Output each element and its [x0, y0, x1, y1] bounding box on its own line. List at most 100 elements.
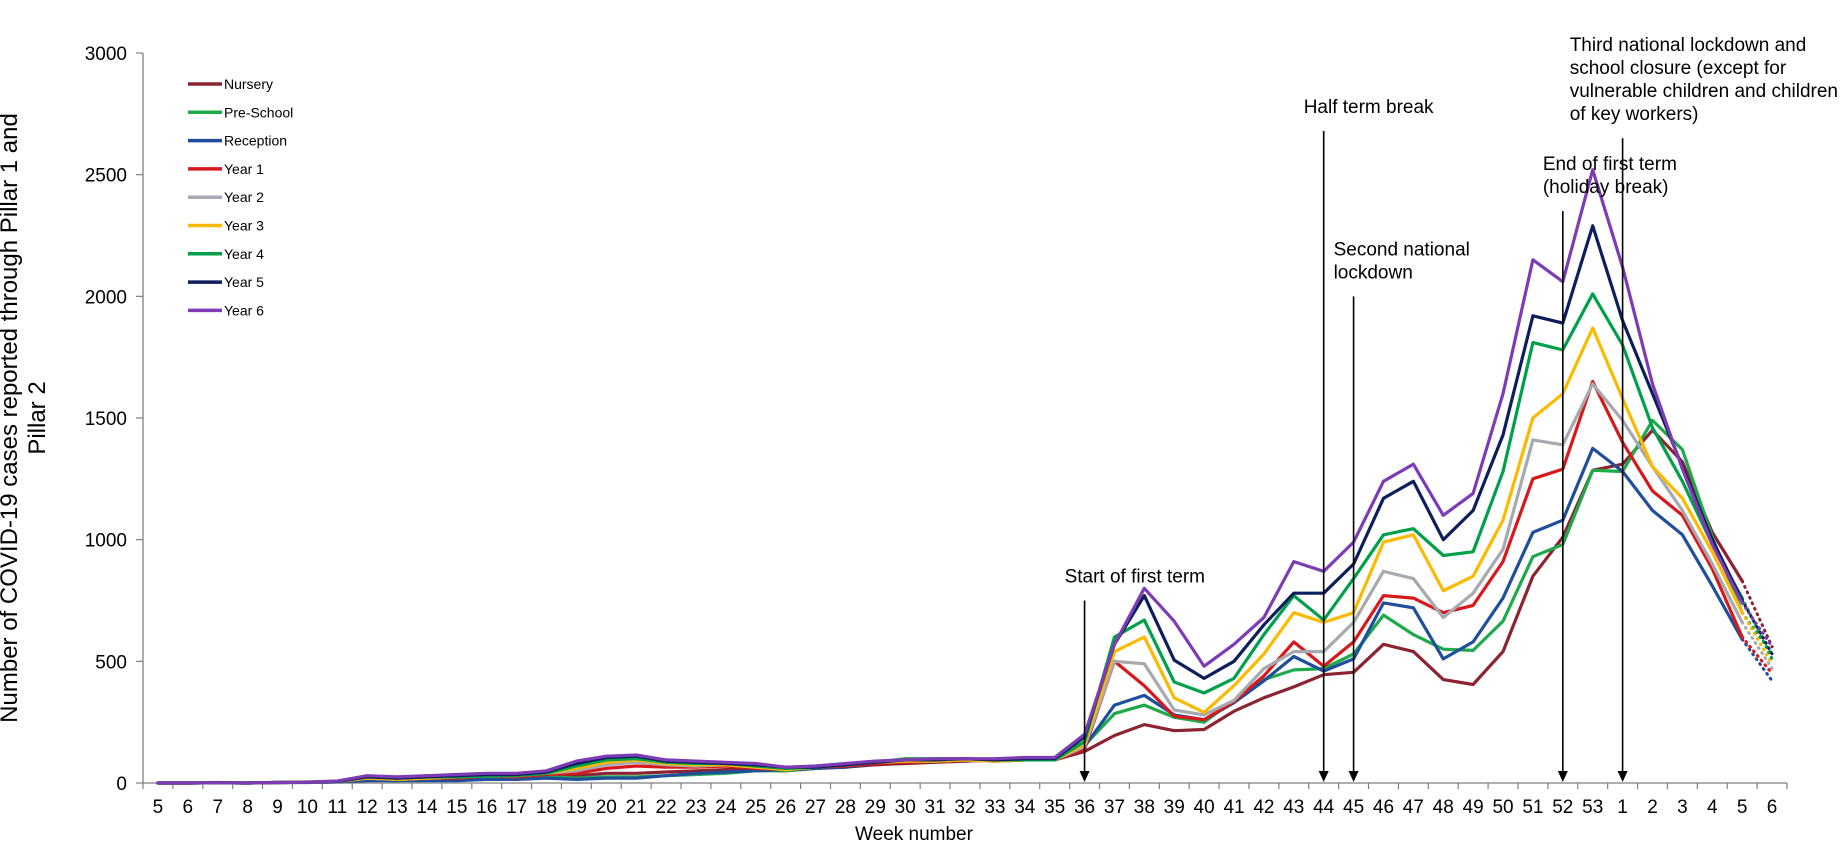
- y-axis-title-line: Number of COVID-19 cases reported throug…: [0, 113, 23, 723]
- x-tick-label: 41: [1223, 797, 1244, 818]
- x-tick-label: 7: [212, 797, 223, 818]
- x-tick-label: 25: [745, 797, 766, 818]
- series-line-year-1: [156, 379, 1744, 785]
- x-tick-label: 34: [1014, 797, 1036, 818]
- y-tick-label: 500: [95, 652, 127, 673]
- x-tick-label: 49: [1463, 797, 1484, 818]
- y-tick-label: 1500: [85, 409, 127, 430]
- x-tick-label: 23: [685, 797, 706, 818]
- x-tick-label: 45: [1343, 797, 1364, 818]
- annotation-arrowhead: [1079, 771, 1090, 782]
- y-tick-label: 2000: [85, 287, 127, 308]
- annotation-label: Half term break: [1304, 97, 1434, 118]
- x-tick-label: 5: [1737, 797, 1748, 818]
- legend-label: Year 5: [224, 274, 264, 290]
- x-tick-label: 43: [1283, 797, 1304, 818]
- x-tick-label: 42: [1253, 797, 1274, 818]
- series-line-nursery: [156, 428, 1744, 785]
- series-line-year-2: [156, 382, 1744, 785]
- series-dotted-year-3: [1740, 611, 1774, 666]
- x-tick-label: 13: [387, 797, 408, 818]
- y-tick-label: 3000: [85, 44, 127, 65]
- x-tick-label: 33: [984, 797, 1005, 818]
- annotation-label-line: Start of first term: [1065, 567, 1205, 588]
- x-tick-label: 3: [1677, 797, 1688, 818]
- legend-label: Year 3: [224, 218, 264, 234]
- x-tick-label: 9: [272, 797, 283, 818]
- series-line-pre-school: [156, 418, 1744, 785]
- legend-label: Year 6: [224, 302, 264, 318]
- x-axis: 5 6 7 8 9 10 11 12 13 14 15 16 17 18 19 20 21 22 23 24 25 26 2…: [142, 782, 1788, 818]
- series-dotted-nursery: [1740, 579, 1774, 649]
- legend-label: Year 1: [224, 161, 264, 177]
- annotation-arrowhead: [1557, 771, 1568, 782]
- annotation-label-line: Second national: [1334, 239, 1470, 260]
- x-tick-label: 28: [835, 797, 856, 818]
- series-dotted-year-6: [1740, 601, 1774, 649]
- x-tick-label: 18: [536, 797, 557, 818]
- x-axis-title: Week number: [855, 824, 974, 845]
- annotation-label-line: (holiday break): [1543, 177, 1669, 198]
- annotation-label: Start of first term: [1065, 567, 1205, 588]
- x-tick-label: 47: [1403, 797, 1424, 818]
- x-tick-label: 6: [183, 797, 194, 818]
- legend-label: Year 2: [224, 189, 264, 205]
- x-tick-label: 17: [506, 797, 527, 818]
- x-tick-label: 46: [1373, 797, 1394, 818]
- x-tick-label: 52: [1552, 797, 1573, 818]
- x-tick-label: 1: [1617, 797, 1628, 818]
- series-dotted-year-5: [1740, 599, 1774, 656]
- x-tick-label: 22: [656, 797, 677, 818]
- x-tick-label: 2: [1647, 797, 1658, 818]
- x-tick-label: 10: [297, 797, 318, 818]
- x-tick-label: 27: [805, 797, 826, 818]
- annotation-label-line: lockdown: [1334, 262, 1413, 283]
- x-tick-label: 40: [1194, 797, 1215, 818]
- x-tick-label: 50: [1492, 797, 1513, 818]
- x-tick-label: 6: [1767, 797, 1778, 818]
- x-tick-label: 48: [1433, 797, 1454, 818]
- x-tick-label: 35: [1044, 797, 1065, 818]
- x-tick-label: 20: [596, 797, 617, 818]
- x-tick-label: 29: [865, 797, 886, 818]
- x-tick-label: 11: [327, 797, 347, 818]
- x-tick-label: 19: [566, 797, 587, 818]
- annotation-label: End of first term (holiday break): [1543, 154, 1677, 198]
- annotation-arrowhead: [1318, 771, 1329, 782]
- y-axis-title: Number of COVID-19 cases reported throug…: [0, 113, 51, 723]
- legend-label: Reception: [224, 133, 287, 149]
- x-tick-label: 37: [1104, 797, 1125, 818]
- annotation-label-line: of key workers): [1570, 104, 1699, 125]
- legend-label: Nursery: [224, 76, 273, 92]
- x-tick-label: 44: [1313, 797, 1335, 818]
- x-tick-label: 4: [1707, 797, 1718, 818]
- x-tick-label: 14: [416, 797, 438, 818]
- x-tick-label: 53: [1582, 797, 1603, 818]
- y-tick-label: 2500: [85, 166, 127, 187]
- legend: Nursery Pre-School Reception Year 1 Year 2 Ye…: [188, 76, 293, 318]
- y-tick-label: 0: [116, 774, 127, 795]
- y-tick-label: 1000: [85, 531, 127, 552]
- y-axis: 0 500 1000 1500 2000 2500 3000: [85, 44, 144, 795]
- x-tick-label: 8: [242, 797, 253, 818]
- legend-label: Pre-School: [224, 104, 293, 120]
- series-layer: [156, 168, 1774, 785]
- annotation-label-line: school closure (except for: [1570, 58, 1787, 79]
- x-tick-label: 32: [954, 797, 975, 818]
- annotation-label: Third national lockdown and school closur…: [1570, 35, 1838, 125]
- annotation-arrowhead: [1617, 771, 1628, 782]
- series-dotted-reception: [1740, 637, 1774, 683]
- annotation-arrowhead: [1348, 771, 1359, 782]
- x-tick-label: 24: [715, 797, 737, 818]
- x-tick-label: 21: [626, 797, 647, 818]
- x-tick-label: 38: [1134, 797, 1155, 818]
- x-tick-label: 16: [476, 797, 497, 818]
- annotation-label-line: End of first term: [1543, 154, 1677, 175]
- annotation-label-line: Third national lockdown and: [1570, 35, 1807, 56]
- annotations: Start of first term Half term break Second…: [1065, 35, 1838, 782]
- series-dotted-year-1: [1740, 635, 1774, 675]
- legend-label: Year 4: [224, 246, 264, 262]
- x-tick-label: 51: [1522, 797, 1543, 818]
- x-tick-label: 30: [895, 797, 916, 818]
- x-tick-label: 36: [1074, 797, 1095, 818]
